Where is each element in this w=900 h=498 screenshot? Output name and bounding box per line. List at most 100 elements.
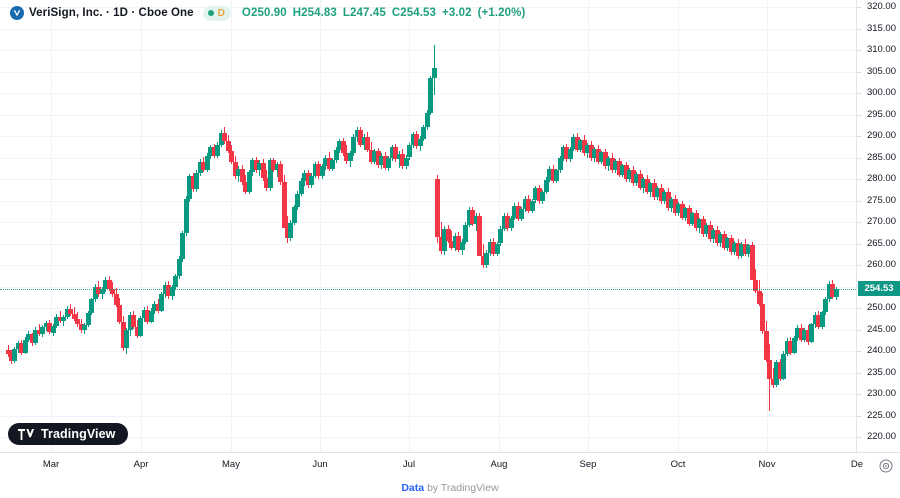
- price-tick-dash: [857, 50, 861, 51]
- candle-body: [106, 279, 112, 290]
- current-price-line: [0, 288, 856, 290]
- candle-body: [372, 151, 378, 162]
- candle-body: [148, 310, 154, 322]
- gridline-vertical: [231, 0, 232, 452]
- chart-plot-area[interactable]: [0, 0, 856, 452]
- candle-body: [798, 327, 804, 340]
- candle-body: [208, 147, 214, 156]
- candle-body: [700, 219, 706, 235]
- candle-body: [344, 153, 350, 161]
- price-tick-label: 260.00: [866, 259, 896, 270]
- candle-body: [361, 136, 367, 145]
- price-axis[interactable]: 254.53 320.00 315.00 310.00 305.00 300.00 295…: [856, 0, 900, 452]
- candle-body: [8, 354, 14, 362]
- candle-body: [197, 161, 203, 173]
- price-tick-dash: [857, 373, 861, 374]
- candle-body: [145, 309, 151, 322]
- candle-body: [85, 313, 91, 326]
- candle-body: [452, 235, 458, 248]
- gridline-horizontal: [0, 93, 856, 94]
- time-tick-label: Jul: [402, 459, 416, 470]
- candle-body: [218, 132, 224, 145]
- gridline-horizontal: [0, 437, 856, 438]
- candle-body: [375, 151, 381, 166]
- candle-body: [99, 289, 105, 295]
- candle-body: [526, 198, 532, 211]
- candle-body: [82, 325, 88, 331]
- candle-body: [641, 179, 647, 188]
- candle-body: [117, 304, 123, 322]
- candle-body: [547, 168, 553, 180]
- candle-body: [665, 191, 671, 209]
- gridline-vertical: [678, 0, 679, 452]
- ohlc-change-percent: (+1.20%): [477, 7, 526, 19]
- crosshair-settings-icon[interactable]: [878, 458, 893, 473]
- candle-body: [141, 309, 147, 319]
- gridline-vertical: [499, 0, 500, 452]
- time-tick-label: May: [222, 459, 240, 470]
- candle-body: [40, 326, 46, 335]
- candle-body: [274, 164, 280, 170]
- gridline-horizontal: [0, 158, 856, 159]
- candle-body: [749, 245, 755, 280]
- candle-body: [613, 160, 619, 171]
- candle-body: [211, 147, 217, 156]
- candle-body: [484, 252, 490, 265]
- market-status-badge[interactable]: D: [202, 5, 231, 21]
- price-tick-label: 240.00: [866, 345, 896, 356]
- tradingview-logo-icon: [18, 428, 35, 440]
- candle-body: [407, 145, 413, 158]
- gridline-horizontal: [0, 201, 856, 202]
- candle-body: [291, 207, 297, 223]
- symbol-title[interactable]: VeriSign, Inc. · 1D · Cboe One: [29, 7, 194, 19]
- gridline-vertical: [409, 0, 410, 452]
- time-tick-label: Sep: [579, 459, 597, 470]
- candle-body: [298, 180, 304, 194]
- candle-body: [138, 318, 144, 336]
- candle-body: [630, 169, 636, 184]
- candle-body: [449, 240, 455, 248]
- price-tick-label: 220.00: [866, 431, 896, 442]
- candle-body: [96, 286, 102, 295]
- candle-body: [354, 129, 360, 137]
- time-tick-label: Oct: [670, 459, 686, 470]
- candle-body: [382, 155, 388, 168]
- time-tick-label: De: [850, 459, 864, 470]
- candle-body: [236, 168, 242, 177]
- candle-body: [61, 317, 67, 322]
- gridline-vertical: [767, 0, 768, 452]
- candle-body: [424, 112, 430, 128]
- candle-body: [707, 224, 713, 240]
- price-tick-label: 300.00: [866, 87, 896, 98]
- candle-body: [50, 325, 56, 333]
- candle-body: [693, 213, 699, 228]
- candle-body: [103, 279, 109, 290]
- price-tick-label: 270.00: [866, 216, 896, 227]
- price-tick-dash: [857, 158, 861, 159]
- candle-body: [595, 148, 601, 162]
- price-tick-label: 265.00: [866, 237, 896, 249]
- candle-body: [326, 157, 332, 169]
- candle-body: [735, 242, 741, 257]
- candle-body: [522, 198, 528, 210]
- candle-body: [564, 147, 570, 160]
- price-tick-dash: [857, 244, 861, 245]
- candle-body: [120, 321, 126, 349]
- candle-body: [830, 283, 835, 297]
- candle-body: [319, 166, 325, 177]
- candle-body: [767, 359, 773, 379]
- candle-body: [204, 155, 210, 170]
- candle-body: [15, 343, 21, 350]
- gridline-horizontal: [0, 179, 856, 180]
- current-price-line-layer: [0, 288, 856, 290]
- data-link[interactable]: Data: [401, 481, 425, 494]
- candle-body: [295, 193, 301, 208]
- watermark-label: TradingView: [41, 427, 116, 441]
- time-axis[interactable]: Mar Apr May Jun Jul Aug Sep Oct Nov De: [0, 452, 900, 477]
- candle-body: [127, 314, 133, 331]
- gridline-horizontal: [0, 351, 856, 352]
- time-tick-label: Jun: [312, 459, 328, 470]
- candle-body: [508, 217, 514, 228]
- price-tick-dash: [857, 222, 861, 223]
- gridline-horizontal: [0, 136, 856, 137]
